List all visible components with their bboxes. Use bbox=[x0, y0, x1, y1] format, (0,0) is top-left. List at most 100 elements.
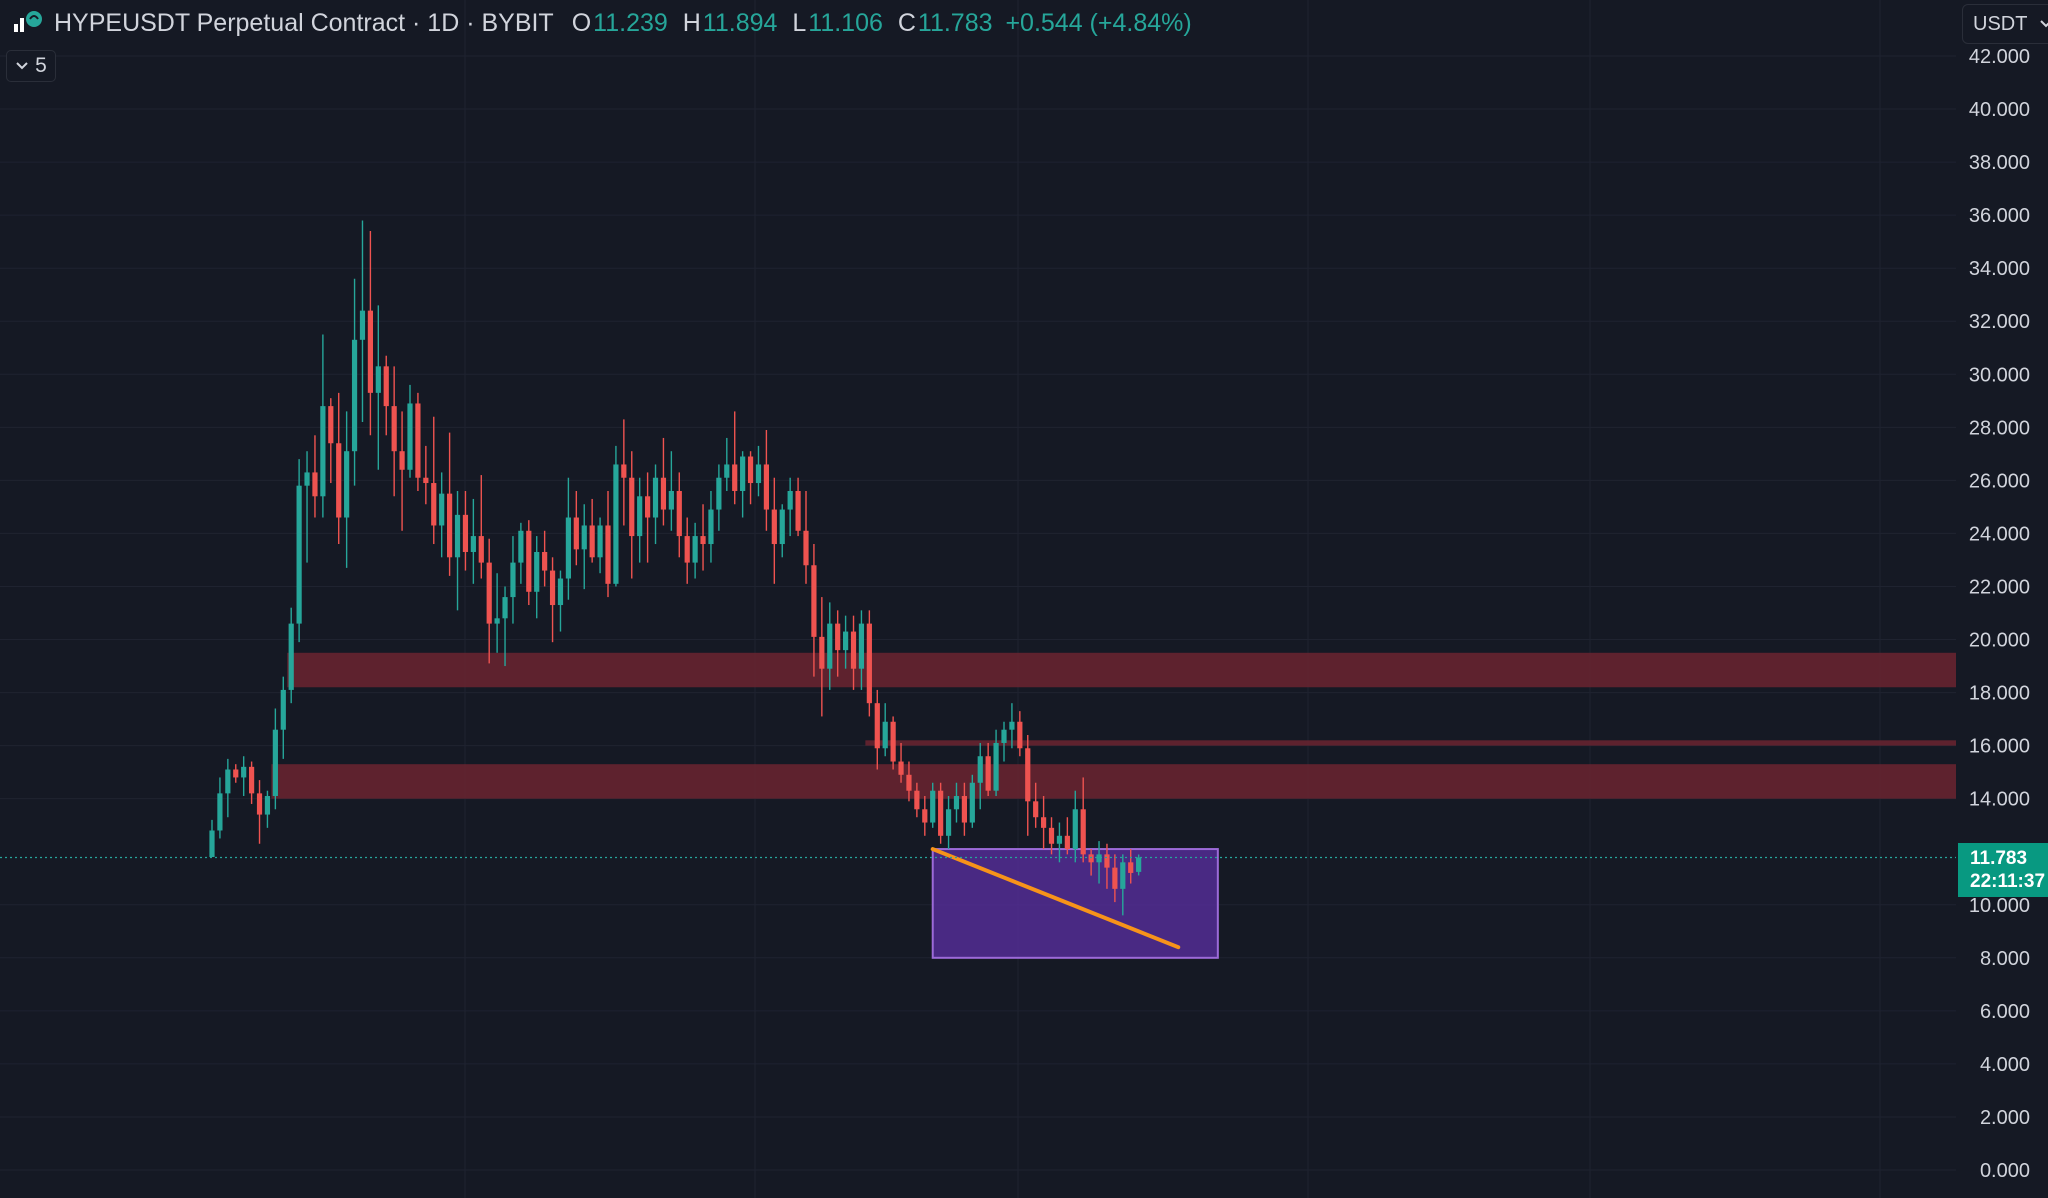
candle bbox=[454, 490, 461, 611]
candle-body bbox=[565, 517, 571, 579]
candle-body bbox=[835, 623, 841, 651]
candle bbox=[1104, 843, 1110, 889]
chevron-down-icon bbox=[2040, 20, 2048, 28]
candle-body bbox=[391, 406, 397, 452]
candle-body bbox=[351, 339, 358, 452]
candle-body bbox=[209, 830, 215, 858]
candle-body bbox=[407, 403, 413, 470]
y-tick-label: 24.000 bbox=[1969, 523, 2030, 545]
candle-body bbox=[336, 443, 342, 518]
currency-selector[interactable]: USDT bbox=[1962, 4, 2048, 44]
candle bbox=[565, 477, 571, 600]
candle-body bbox=[494, 618, 500, 624]
candle-body bbox=[1064, 835, 1070, 850]
candle-body bbox=[1080, 809, 1086, 855]
candle-body bbox=[320, 406, 326, 497]
candle-body bbox=[1048, 827, 1055, 844]
indicators-toggle-button[interactable]: 5 bbox=[6, 50, 56, 82]
candle-body bbox=[819, 636, 825, 669]
candle-body bbox=[264, 796, 271, 815]
candle bbox=[462, 490, 469, 571]
candle bbox=[771, 477, 777, 584]
candle-body bbox=[375, 366, 381, 393]
candle-body bbox=[645, 496, 651, 518]
y-tick-label: 14.000 bbox=[1969, 789, 2030, 811]
y-tick-label: 36.000 bbox=[1969, 205, 2030, 227]
candle bbox=[1112, 854, 1118, 903]
candle bbox=[597, 517, 603, 574]
candle bbox=[549, 557, 556, 643]
close-value: 11.783 bbox=[917, 8, 993, 37]
candle-body bbox=[914, 790, 920, 810]
candle-body bbox=[858, 623, 865, 669]
candle-body bbox=[930, 790, 936, 823]
candle-body bbox=[415, 403, 421, 478]
candle bbox=[874, 689, 880, 770]
candle-body bbox=[542, 551, 548, 571]
candle-body bbox=[367, 310, 373, 393]
trendline bbox=[930, 847, 1181, 950]
candle bbox=[367, 231, 373, 436]
candle bbox=[803, 490, 809, 584]
y-tick-label: 22.000 bbox=[1969, 576, 2030, 598]
candle-body bbox=[502, 597, 508, 619]
candle bbox=[241, 756, 247, 797]
close-label: C bbox=[897, 8, 916, 37]
candle bbox=[518, 522, 524, 584]
candle-body bbox=[573, 517, 579, 550]
candle-body bbox=[589, 525, 595, 558]
candle-body bbox=[969, 782, 975, 823]
candle-body bbox=[256, 793, 263, 815]
candle bbox=[581, 504, 587, 590]
candle-body bbox=[637, 496, 643, 537]
symbol-legend: HYPEUSDT Perpetual Contract · 1D · BYBIT… bbox=[12, 6, 1192, 40]
candle bbox=[660, 437, 667, 526]
candle-body bbox=[383, 366, 389, 407]
candle bbox=[272, 708, 278, 810]
candle bbox=[977, 742, 983, 810]
candle-body bbox=[898, 761, 904, 775]
candle-body bbox=[1056, 835, 1063, 844]
candle bbox=[336, 392, 342, 545]
candle bbox=[431, 416, 437, 545]
y-tick-label: 10.000 bbox=[1969, 895, 2030, 917]
candle-body bbox=[510, 562, 516, 598]
candle-body bbox=[985, 756, 991, 791]
candle-body bbox=[795, 490, 801, 531]
candle-body bbox=[296, 485, 302, 624]
candle-body bbox=[668, 490, 674, 510]
candle bbox=[684, 517, 690, 584]
candle bbox=[668, 451, 674, 531]
exchange-logo-icon bbox=[14, 11, 42, 32]
candle-body bbox=[613, 464, 619, 584]
candle-body bbox=[803, 530, 809, 566]
candle-body bbox=[882, 721, 888, 749]
candle bbox=[716, 464, 722, 531]
candle bbox=[502, 586, 508, 667]
candle-body bbox=[518, 530, 524, 563]
candle-body bbox=[423, 477, 429, 484]
candle bbox=[945, 796, 952, 850]
candle bbox=[383, 355, 389, 436]
candle bbox=[692, 522, 698, 579]
symbol-title[interactable]: HYPEUSDT Perpetual Contract · 1D · BYBIT bbox=[54, 8, 554, 37]
y-tick-label: 6.000 bbox=[1980, 1001, 2030, 1023]
candle-body bbox=[922, 809, 928, 823]
candle bbox=[1080, 777, 1086, 863]
candle-body bbox=[549, 570, 556, 606]
open-value: 11.239 bbox=[593, 8, 668, 37]
candle-body bbox=[304, 472, 310, 486]
candle-body bbox=[1128, 862, 1134, 873]
candle bbox=[589, 498, 595, 563]
candle-body bbox=[233, 769, 239, 778]
candle bbox=[700, 504, 706, 571]
candle bbox=[708, 490, 714, 563]
candle bbox=[542, 530, 548, 587]
candle-body bbox=[708, 509, 714, 545]
candle-body bbox=[1088, 854, 1094, 863]
candle-body bbox=[486, 562, 492, 624]
candle-body bbox=[526, 530, 532, 592]
candle bbox=[858, 610, 865, 690]
